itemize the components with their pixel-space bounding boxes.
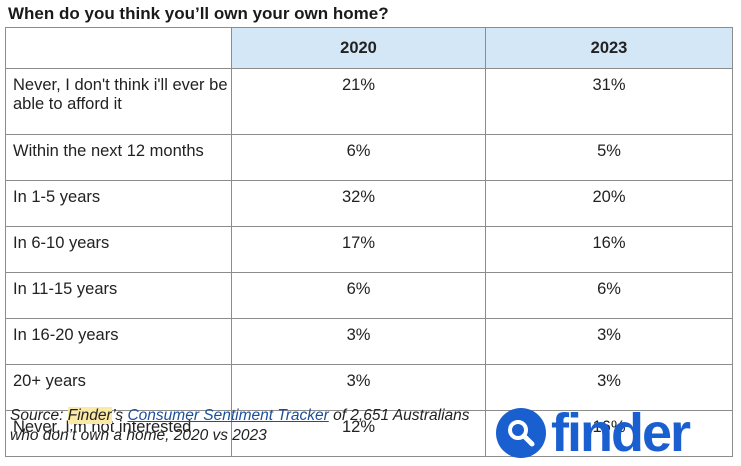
table-body: Never, I don't think i'll ever be able t…: [5, 68, 733, 457]
row-label: In 11-15 years: [5, 272, 232, 319]
table-row: 20+ years 3% 3%: [5, 364, 733, 411]
row-label: 20+ years: [5, 364, 232, 411]
table-row: Within the next 12 months 6% 5%: [5, 134, 733, 181]
table-row: In 6-10 years 17% 16%: [5, 226, 733, 273]
magnifier-icon: [496, 408, 546, 458]
value-cell-2020: 3%: [231, 364, 486, 411]
finder-logo: finder: [496, 403, 691, 463]
source-brand: Finder: [67, 407, 113, 424]
value-cell-2023: 20%: [485, 180, 733, 227]
table-header-row: 2020 2023: [5, 27, 733, 69]
value-cell-2023: 5%: [485, 134, 733, 181]
source-middle: ’s: [112, 407, 128, 424]
header-cell-2023: 2023: [485, 27, 733, 69]
row-label: In 6-10 years: [5, 226, 232, 273]
value-cell-2023: 31%: [485, 68, 733, 135]
value-cell-2020: 6%: [231, 272, 486, 319]
source-prefix: Source:: [10, 407, 68, 424]
table-row: In 11-15 years 6% 6%: [5, 272, 733, 319]
row-label: Within the next 12 months: [5, 134, 232, 181]
row-label: In 1-5 years: [5, 180, 232, 227]
header-cell-2020: 2020: [231, 27, 486, 69]
header-cell-empty: [5, 27, 232, 69]
finder-logo-word: finder: [551, 403, 691, 463]
source-link[interactable]: Consumer Sentiment Tracker: [127, 407, 329, 424]
survey-table: 2020 2023 Never, I don't think i'll ever…: [5, 27, 733, 457]
value-cell-2020: 3%: [231, 318, 486, 365]
table-row: Never, I don't think i'll ever be able t…: [5, 68, 733, 135]
chart-title: When do you think you’ll own your own ho…: [8, 4, 389, 23]
source-suffix: of 2,651 Australians who don’t own a hom…: [10, 407, 470, 444]
value-cell-2023: 3%: [485, 318, 733, 365]
value-cell-2020: 21%: [231, 68, 486, 135]
row-label: Never, I'm not interested: [5, 410, 232, 457]
value-cell-2020: 32%: [231, 180, 486, 227]
value-cell-2023: 6%: [485, 272, 733, 319]
value-cell-2020: 6%: [231, 134, 486, 181]
value-cell-2023: 16%: [485, 226, 733, 273]
value-cell-2020: 17%: [231, 226, 486, 273]
table-row: In 1-5 years 32% 20%: [5, 180, 733, 227]
row-label: Never, I don't think i'll ever be able t…: [5, 68, 232, 135]
source-note: Source: Finder’s Consumer Sentiment Trac…: [10, 406, 470, 446]
row-label: In 16-20 years: [5, 318, 232, 365]
table-row: In 16-20 years 3% 3%: [5, 318, 733, 365]
